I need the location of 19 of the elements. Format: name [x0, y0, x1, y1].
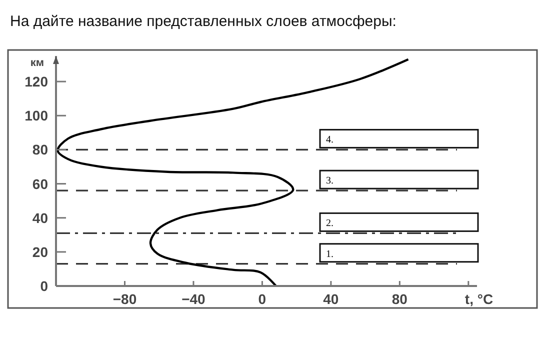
y-tick-label: 40: [32, 210, 48, 226]
y-tick-label: 0: [40, 278, 48, 294]
x-tick-label: 40: [323, 291, 339, 307]
chart-title: На дайте название представленных слоев атмосферы:: [10, 13, 396, 30]
x-tick-label: 0: [258, 291, 266, 307]
annotation: 4.: [326, 134, 334, 146]
y-axis-title: км: [30, 57, 44, 69]
annotation: 2.: [326, 218, 334, 230]
x-axis-title: t, °C: [464, 291, 494, 307]
y-tick-label: 80: [32, 142, 48, 158]
y-tick-label: 100: [24, 108, 48, 124]
x-tick-label: 80: [392, 291, 408, 307]
x-tick-label: −40: [182, 291, 206, 307]
y-tick-label: 60: [32, 176, 48, 192]
annotation: 3.: [326, 176, 334, 187]
y-tick-label: 120: [24, 74, 48, 90]
y-tick-label: 20: [32, 244, 48, 260]
annotation: 1.: [326, 248, 334, 260]
x-tick-label: −80: [112, 291, 137, 307]
